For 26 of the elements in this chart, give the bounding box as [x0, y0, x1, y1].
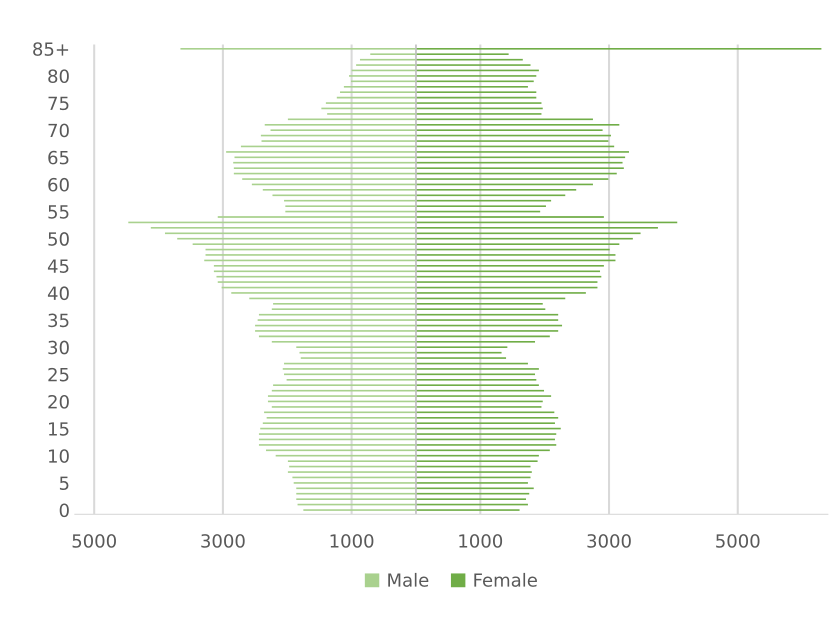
- y-tick-label: 70: [48, 124, 69, 138]
- x-tick-label: 5000: [716, 534, 760, 548]
- x-tick-label: 3000: [587, 534, 631, 548]
- y-tick-label: 40: [48, 286, 69, 300]
- y-tick-label: 65: [48, 150, 68, 164]
- y-tick-label: 60: [48, 178, 69, 192]
- x-tick-label: 1000: [459, 534, 502, 548]
- legend-label: Male: [388, 572, 428, 587]
- y-tick-label: 15: [49, 422, 68, 436]
- y-tick-label: 25: [48, 368, 68, 382]
- x-tick-label: 5000: [72, 534, 116, 548]
- legend-label: Female: [474, 572, 537, 587]
- y-tick-label: 30: [48, 340, 69, 354]
- y-tick-label: 35: [48, 314, 68, 328]
- y-tick-label: 80: [48, 69, 69, 84]
- y-tick-label: 20: [48, 394, 69, 409]
- y-tick-label: 10: [49, 449, 69, 463]
- y-tick-label: 55: [48, 205, 68, 219]
- x-tick-label: 3000: [201, 534, 245, 548]
- x-tick-label: 1000: [330, 534, 374, 548]
- y-tick-label: 50: [48, 232, 69, 246]
- y-tick-label: 5: [60, 476, 68, 490]
- y-tick-label: 85+: [33, 42, 68, 56]
- y-tick-label: 45: [48, 260, 68, 273]
- y-tick-label: 75: [48, 96, 68, 110]
- y-tick-label: 0: [60, 503, 69, 518]
